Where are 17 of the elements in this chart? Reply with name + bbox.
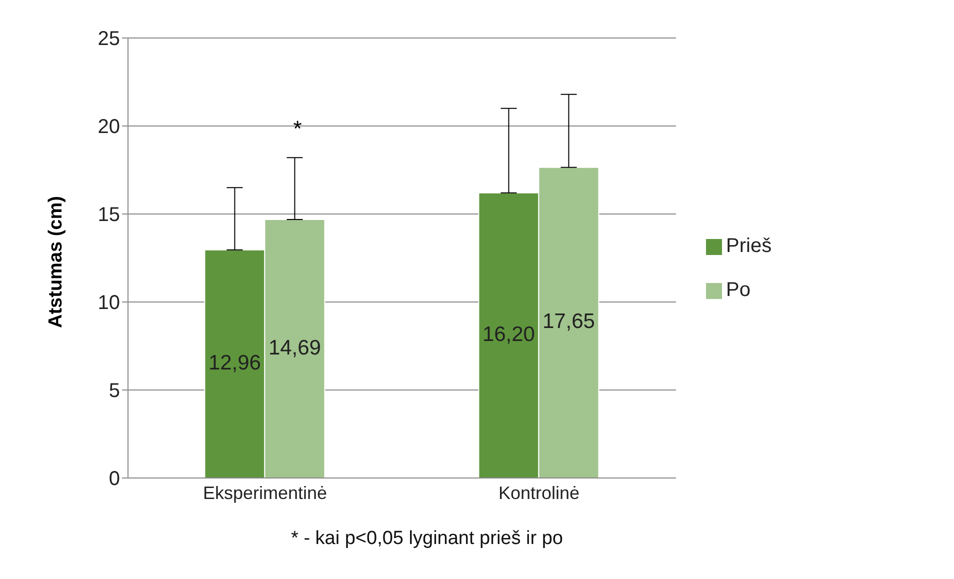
data-label: 16,20 [482, 322, 535, 346]
y-tick-label: 15 [98, 204, 120, 226]
annotation: * [293, 116, 302, 142]
y-tick-label: 0 [108, 468, 120, 490]
legend-label: Po [726, 279, 750, 301]
y-tick-label: 5 [108, 380, 120, 402]
y-tick-label: 20 [98, 116, 120, 138]
x-tick-label: Eksperimentinė [202, 482, 328, 503]
data-label: 14,69 [268, 336, 321, 360]
y-axis-title: Atstumas (cm) [46, 196, 67, 328]
y-tick-label: 25 [98, 28, 120, 50]
y-tick-label: 10 [98, 292, 120, 314]
data-label: 17,65 [542, 310, 595, 334]
text: * - kai p<0,05 lyginant prieš ir po [290, 528, 564, 550]
data-label: 12,96 [208, 352, 261, 374]
legend-label: Prieš [726, 235, 772, 257]
x-tick-label: Kontrolinė [498, 482, 580, 503]
